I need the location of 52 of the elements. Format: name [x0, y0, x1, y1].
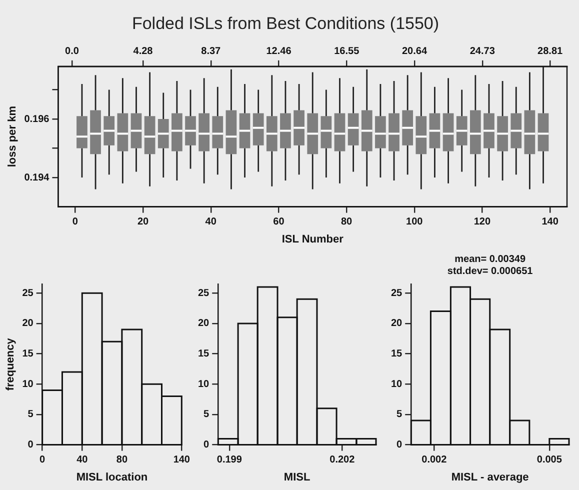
text: mean= 0.00349 [454, 254, 526, 265]
y-tick-label: 20 [391, 318, 403, 330]
x-tick-label: 0.002 [422, 454, 448, 466]
y-tick-label: 5 [28, 409, 34, 420]
x-tick-label: 60 [273, 216, 285, 228]
x-tick-label: 120 [474, 216, 491, 228]
x-tick-label: 0.005 [536, 454, 562, 466]
y-tick-label: 25 [198, 288, 210, 299]
x2-tick-label: 4.28 [133, 46, 154, 58]
y-tick-label: 0 [396, 440, 403, 451]
x-tick-label: 0.202 [330, 454, 356, 466]
y-tick-label: 10 [391, 378, 403, 390]
chart-title: Folded ISLs from Best Conditions (1550) [132, 14, 440, 33]
x-tick-label: 0.199 [216, 454, 242, 466]
y-tick-label: 15 [198, 348, 210, 360]
y-tick-label: 10 [22, 378, 34, 390]
x-tick-label: 140 [542, 216, 559, 228]
x-tick-label: 40 [76, 454, 88, 466]
y-tick-label: 15 [391, 348, 403, 360]
y-tick-label: 0 [28, 440, 34, 451]
y-tick-label: 25 [22, 288, 34, 299]
x-tick-label: 140 [173, 454, 190, 466]
y-tick-label: 20 [198, 318, 210, 330]
x2-tick-label: 0.0 [65, 46, 80, 58]
y-tick-label: 5 [204, 409, 210, 420]
y-tick-label: 0.196 [24, 114, 50, 125]
y-tick-label: 25 [391, 288, 403, 299]
x-axis-title: MISL - average [451, 471, 529, 484]
y-tick-label: 0.194 [24, 172, 50, 184]
x-tick-label: 80 [340, 216, 353, 228]
x-tick-label: 80 [116, 454, 128, 466]
x-tick-label: 0 [72, 216, 78, 228]
x2-tick-label: 16.55 [334, 46, 360, 58]
x-tick-label: 100 [406, 216, 424, 228]
y-tick-label: 15 [22, 348, 34, 360]
y-tick-label: 5 [396, 409, 403, 420]
x-tick-label: 20 [137, 216, 150, 228]
text: std.dev= 0.000651 [447, 266, 534, 277]
y-tick-label: 20 [22, 318, 34, 330]
x-axis-title: ISL Number [282, 233, 344, 246]
x2-tick-label: 8.37 [201, 46, 222, 58]
x2-tick-label: 12.46 [266, 46, 292, 58]
x-tick-label: 40 [205, 216, 217, 228]
y-axis-title: frequency [4, 337, 17, 391]
y-tick-label: 10 [198, 378, 210, 390]
x2-tick-label: 28.81 [538, 46, 564, 58]
y-axis-title: loss per km [6, 106, 19, 168]
x-axis-title: MISL location [76, 471, 148, 484]
x-axis-title: MISL [284, 471, 310, 484]
x2-tick-label: 24.73 [470, 46, 496, 58]
y-tick-label: 0 [204, 440, 210, 451]
x2-tick-label: 20.64 [402, 46, 428, 58]
